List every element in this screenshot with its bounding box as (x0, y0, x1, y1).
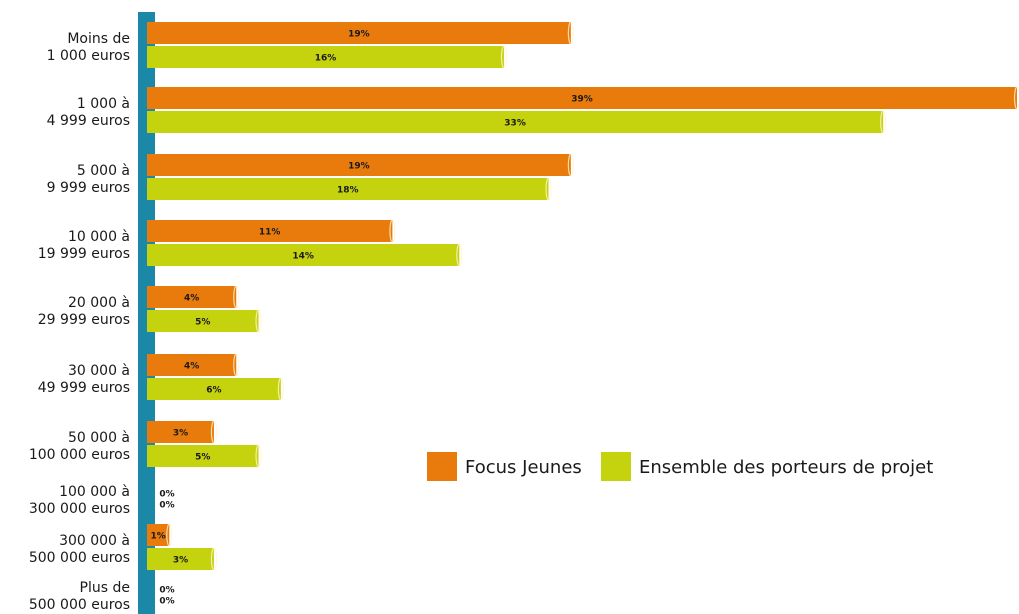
category-label: Plus de (80, 580, 130, 596)
bar (147, 421, 214, 443)
category-label: 100 000 euros (29, 447, 130, 463)
bar-cap (233, 285, 240, 309)
value-label: 5% (195, 453, 210, 463)
category-label: 500 000 euros (29, 550, 130, 566)
value-label: 3% (173, 429, 188, 439)
value-label: 0% (159, 501, 174, 511)
bar-cap (277, 377, 284, 401)
value-label: 1% (151, 532, 166, 542)
category-label: Moins de (67, 31, 130, 47)
value-label: 19% (348, 162, 370, 172)
value-label: 19% (348, 30, 370, 40)
bar-cap (255, 444, 262, 468)
value-label: 3% (173, 556, 188, 566)
bar-cap (545, 177, 552, 201)
bar (147, 445, 259, 467)
bar-cap (233, 353, 240, 377)
category-label: 300 000 euros (29, 501, 130, 517)
value-label: 16% (315, 54, 337, 64)
bar (147, 178, 549, 200)
value-label: 4% (184, 362, 199, 372)
bar (147, 524, 170, 546)
bar (147, 87, 1017, 109)
value-label: 14% (292, 252, 314, 262)
category-label: 20 000 à (68, 295, 130, 311)
category-label: 100 000 à (59, 484, 130, 500)
category-label: 1 000 euros (47, 48, 130, 64)
category-label: 10 000 à (68, 229, 130, 245)
bar (147, 378, 281, 400)
category-label: 5 000 à (77, 163, 130, 179)
legend-swatch (427, 452, 457, 481)
value-label: 5% (195, 318, 210, 328)
bar (147, 310, 259, 332)
legend-label: Ensemble des porteurs de projet (639, 457, 933, 478)
bar (147, 244, 460, 266)
bar (147, 286, 237, 308)
bar (147, 354, 237, 376)
bar-cap (389, 219, 396, 243)
value-label: 4% (184, 294, 199, 304)
bar-cap (210, 547, 218, 571)
category-label: 30 000 à (68, 363, 130, 379)
bar-cap (500, 45, 508, 69)
bar (147, 154, 571, 176)
legend-label: Focus Jeunes (465, 457, 582, 478)
category-label: 49 999 euros (38, 380, 130, 396)
bar-cap (880, 110, 887, 134)
value-label: 0% (159, 586, 174, 596)
bar (147, 46, 504, 68)
value-label: 0% (159, 597, 174, 607)
category-label: 29 999 euros (38, 312, 130, 328)
bar-cap (456, 243, 463, 267)
bar-cap (1013, 86, 1019, 110)
value-label: 39% (571, 95, 593, 105)
bar-cap (166, 523, 173, 547)
bar-cap (210, 420, 218, 444)
category-label: 300 000 à (59, 533, 130, 549)
legend-swatch (601, 452, 631, 481)
bar (147, 22, 571, 44)
category-label: 1 000 à (77, 96, 130, 112)
category-label: 9 999 euros (47, 180, 130, 196)
value-label: 0% (159, 490, 174, 500)
category-label: 19 999 euros (38, 246, 130, 262)
category-label: 4 999 euros (47, 113, 130, 129)
bar (147, 111, 884, 133)
bar-cap (567, 153, 574, 177)
bar (147, 548, 214, 570)
category-label: 50 000 à (68, 430, 130, 446)
category-label: 500 000 euros (29, 597, 130, 613)
bar (147, 220, 393, 242)
value-label: 6% (206, 386, 221, 396)
value-label: 33% (504, 119, 526, 129)
value-label: 18% (337, 186, 359, 196)
bar-cap (567, 21, 574, 45)
value-label: 11% (259, 228, 281, 238)
bar-cap (255, 309, 262, 333)
